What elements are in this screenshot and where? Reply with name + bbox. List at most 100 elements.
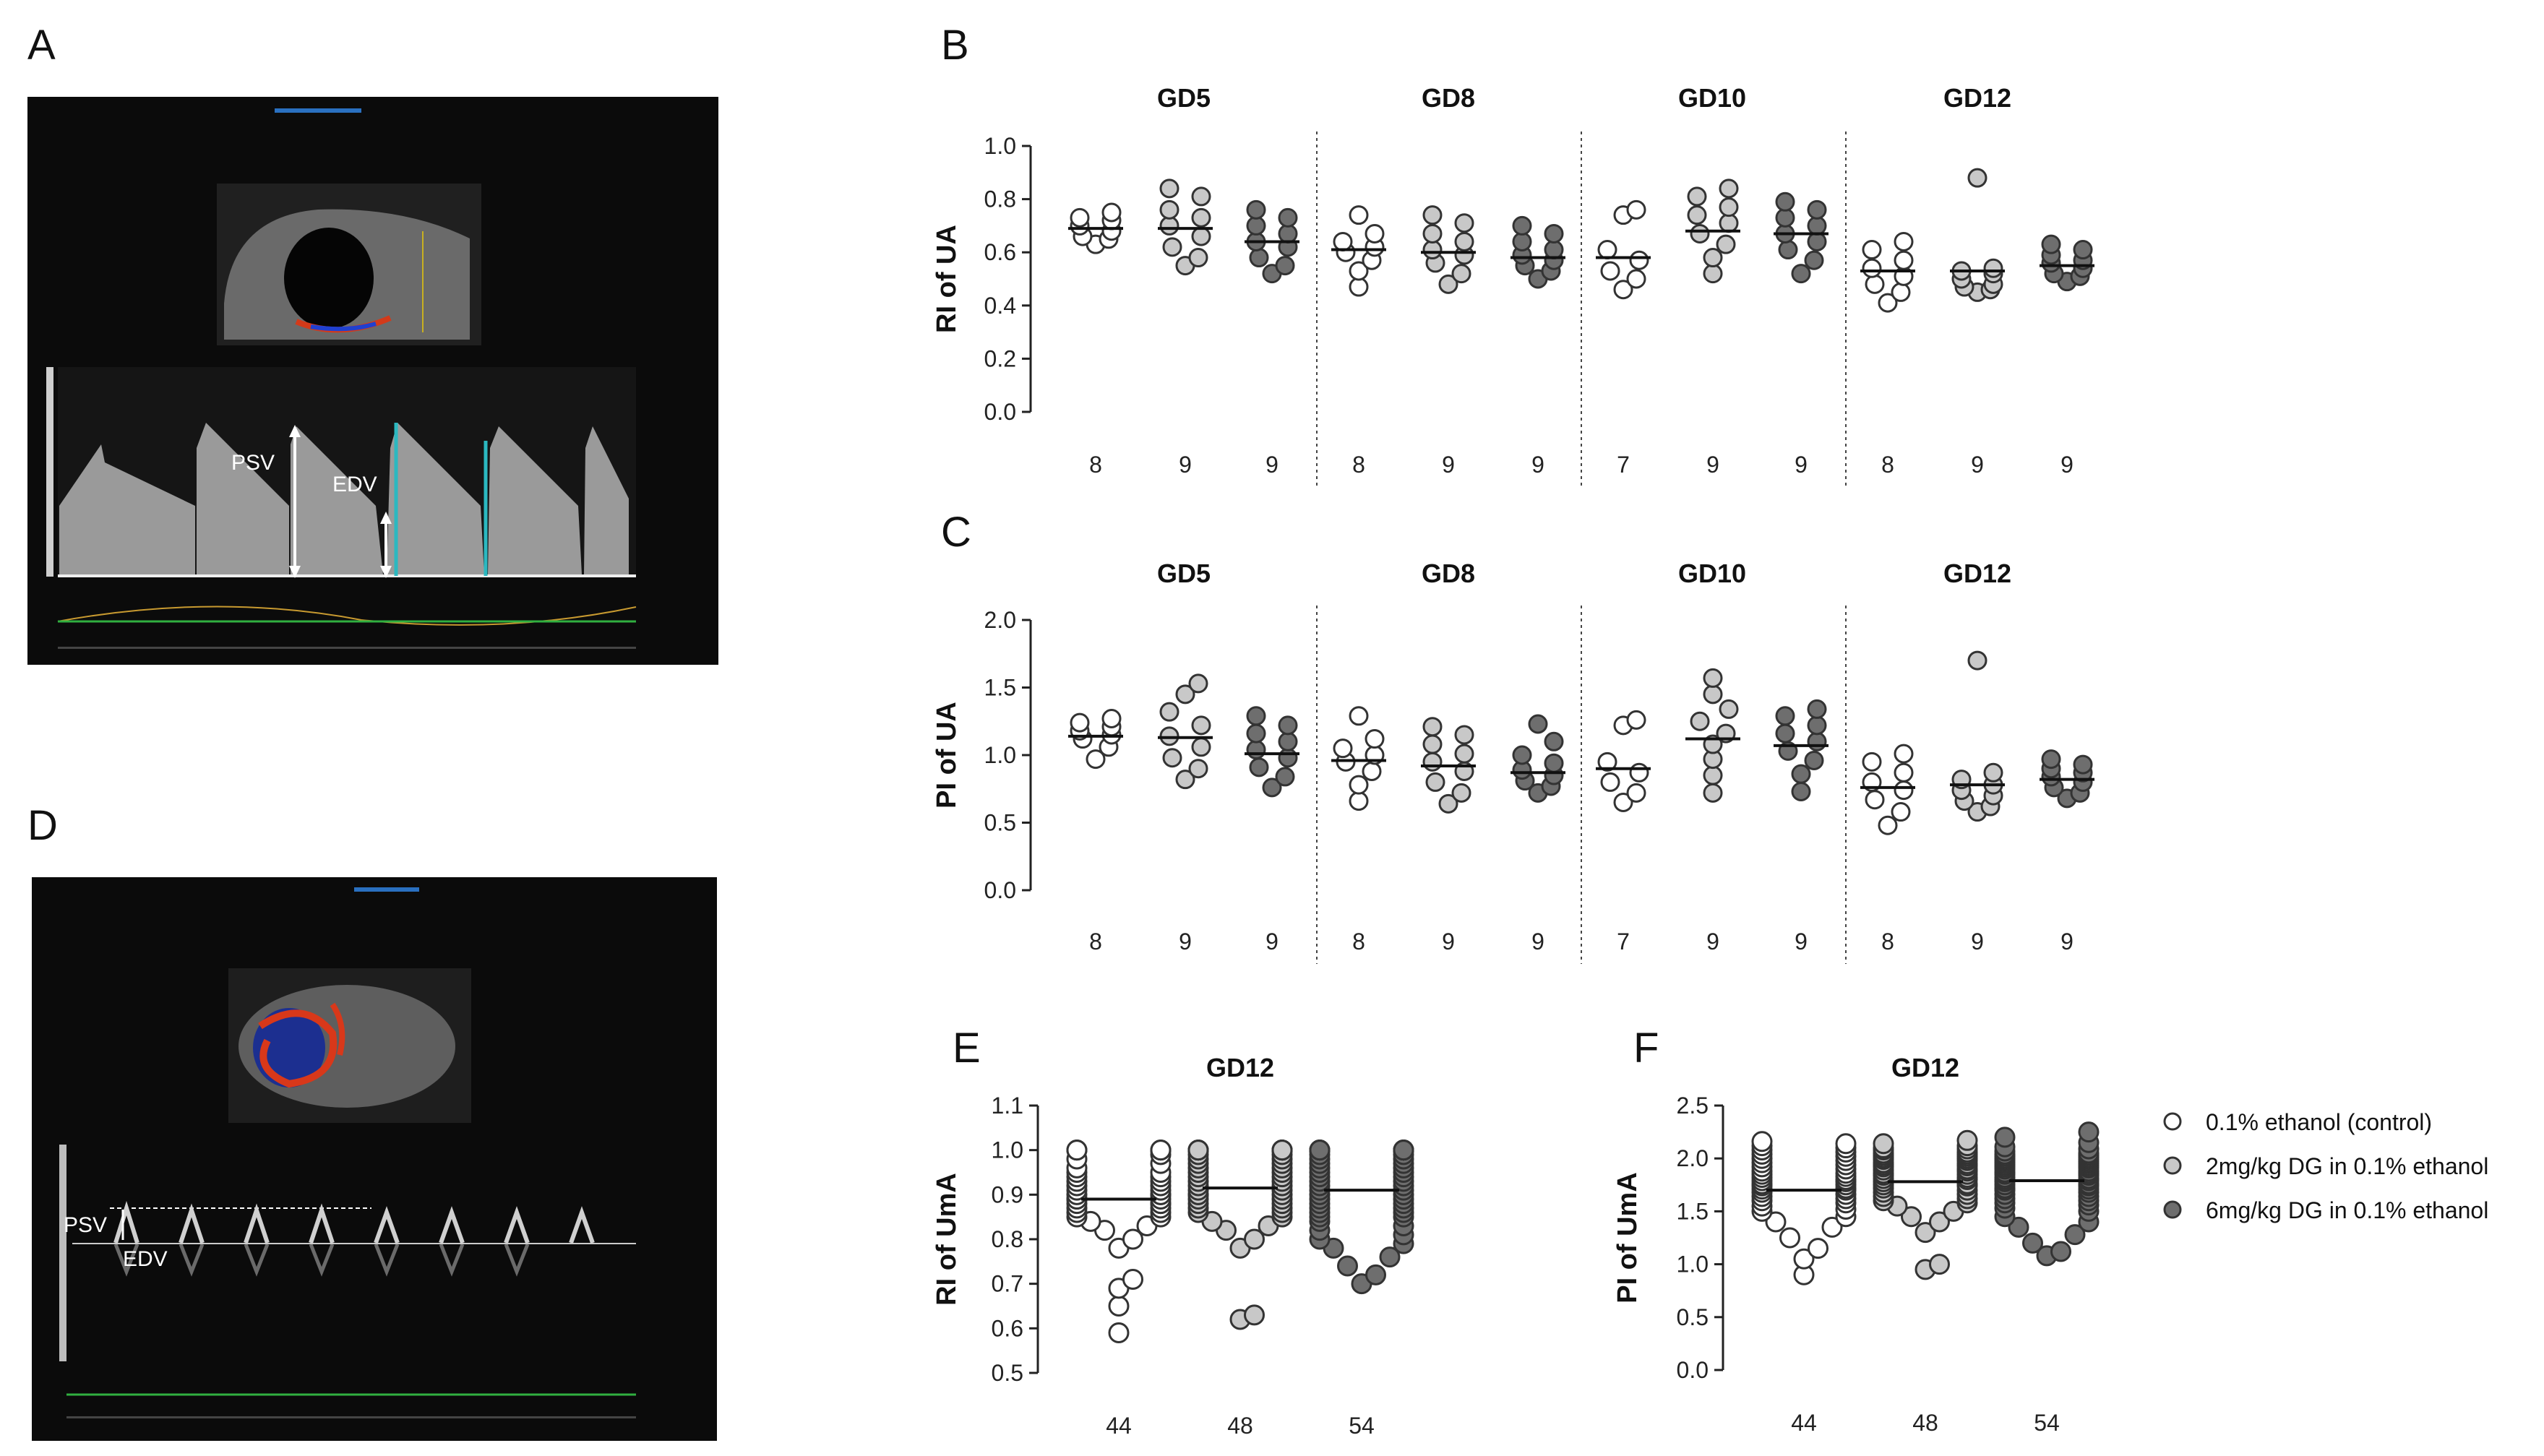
n-label: 8 [1089, 452, 1102, 478]
data-point [1438, 274, 1458, 294]
n-label: 48 [1227, 1413, 1253, 1439]
data-point [1716, 234, 1736, 254]
data-point [1365, 1264, 1386, 1285]
n-label: 9 [1442, 929, 1455, 955]
data-point [1626, 269, 1646, 289]
n-label: 9 [1265, 929, 1279, 955]
data-point [1862, 258, 1882, 278]
data-point [1791, 781, 1811, 801]
data-point [1362, 761, 1382, 781]
chart-pi-ua: 0.0 0.5 1.0 1.5 2.0 PI of UA GD5 8 9 9 GD8 8 9 9 GD10 7… [932, 559, 2094, 964]
psv-label-a: PSV [231, 451, 275, 475]
y-tick-label: 0.9 [992, 1181, 1023, 1207]
data-point [1779, 1227, 1800, 1249]
data-point [2073, 240, 2093, 260]
data-point [2064, 1224, 2086, 1246]
data-point [1891, 802, 1911, 822]
n-label: 9 [1971, 929, 1984, 955]
data-point [1191, 186, 1211, 207]
data-point [1162, 237, 1182, 257]
panel-label-a: A [27, 22, 56, 69]
data-point [1807, 231, 1827, 251]
data-point [1600, 261, 1620, 281]
y-tick-label: 1.0 [984, 742, 1016, 768]
y-tick-label: 0.0 [984, 877, 1016, 903]
data-point [1891, 282, 1911, 302]
y-tick-label: 0.5 [1677, 1304, 1709, 1330]
data-point [1703, 783, 1723, 803]
y-tick-label: 1.0 [1677, 1252, 1709, 1278]
data-point [1246, 215, 1266, 236]
data-point [1807, 199, 1827, 220]
data-point [1159, 178, 1179, 199]
data-point [1703, 248, 1723, 268]
n-label: 9 [1795, 452, 1808, 478]
data-point [1159, 215, 1179, 236]
data-point [1278, 715, 1298, 736]
data-point [1278, 223, 1298, 244]
data-point [2041, 749, 2061, 770]
psv-label-d: PSV [64, 1213, 107, 1237]
data-point [1690, 223, 1710, 244]
data-point [1422, 223, 1443, 244]
legend-marker-6mg [2163, 1200, 2182, 1219]
data-point [1187, 1140, 1209, 1161]
n-label: 7 [1617, 452, 1630, 478]
gd-title: GD12 [1943, 559, 2011, 588]
data-point [1101, 202, 1122, 223]
data-point [1703, 264, 1723, 284]
legend: 0.1% ethanol (control) 2mg/kg DG in 0.1%… [2163, 1109, 2488, 1223]
data-point [1422, 751, 1443, 772]
data-point [1751, 1131, 1773, 1153]
data-point [1349, 775, 1369, 795]
data-point [1249, 248, 1269, 268]
data-point [1309, 1140, 1331, 1161]
y-tick-label: 1.5 [1677, 1198, 1709, 1224]
data-point [1994, 1127, 2016, 1148]
legend-label-control: 0.1% ethanol (control) [2206, 1109, 2432, 1135]
data-point [1626, 783, 1646, 803]
panel-label-d: D [27, 802, 58, 849]
data-point [2050, 1241, 2071, 1262]
data-point [1821, 1216, 1843, 1238]
gd-title: GD8 [1422, 559, 1475, 588]
data-point [1807, 715, 1827, 736]
data-point [1349, 261, 1369, 281]
edv-label-d: EDV [123, 1247, 168, 1271]
data-point [1454, 213, 1474, 233]
data-point [1873, 1133, 1894, 1155]
legend-marker-control [2163, 1112, 2182, 1131]
data-point [1451, 783, 1471, 803]
data-point [1865, 790, 1885, 810]
data-point [1188, 673, 1208, 694]
y-tick-label: 0.2 [984, 345, 1016, 371]
data-point [1108, 1296, 1130, 1317]
data-point [1278, 748, 1298, 768]
data-point [1070, 207, 1090, 228]
data-point [1808, 1238, 1829, 1259]
gd-title: GD10 [1678, 559, 1746, 588]
data-point [1775, 207, 1795, 228]
y-axis-title: PI of UA [932, 702, 962, 809]
n-label: 9 [1706, 929, 1719, 955]
data-point [1807, 699, 1827, 719]
data-point [1719, 178, 1739, 199]
data-point [1246, 740, 1266, 760]
data-point [1791, 264, 1811, 284]
data-point [1512, 231, 1532, 251]
data-point [1246, 199, 1266, 220]
n-label: 8 [1089, 929, 1102, 955]
legend-label-6mg: 6mg/kg DG in 0.1% ethanol [2206, 1197, 2488, 1223]
n-label: 8 [1881, 929, 1894, 955]
data-point [1349, 791, 1369, 811]
n-label: 44 [1791, 1410, 1817, 1436]
data-point [1544, 753, 1564, 773]
data-point [1597, 240, 1617, 260]
data-point [1626, 710, 1646, 730]
chart-title: GD12 [1206, 1053, 1274, 1082]
data-point [1365, 223, 1385, 244]
y-tick-label: 2.5 [1677, 1093, 1709, 1119]
data-point [1791, 764, 1811, 784]
y-tick-label: 0.6 [984, 239, 1016, 265]
